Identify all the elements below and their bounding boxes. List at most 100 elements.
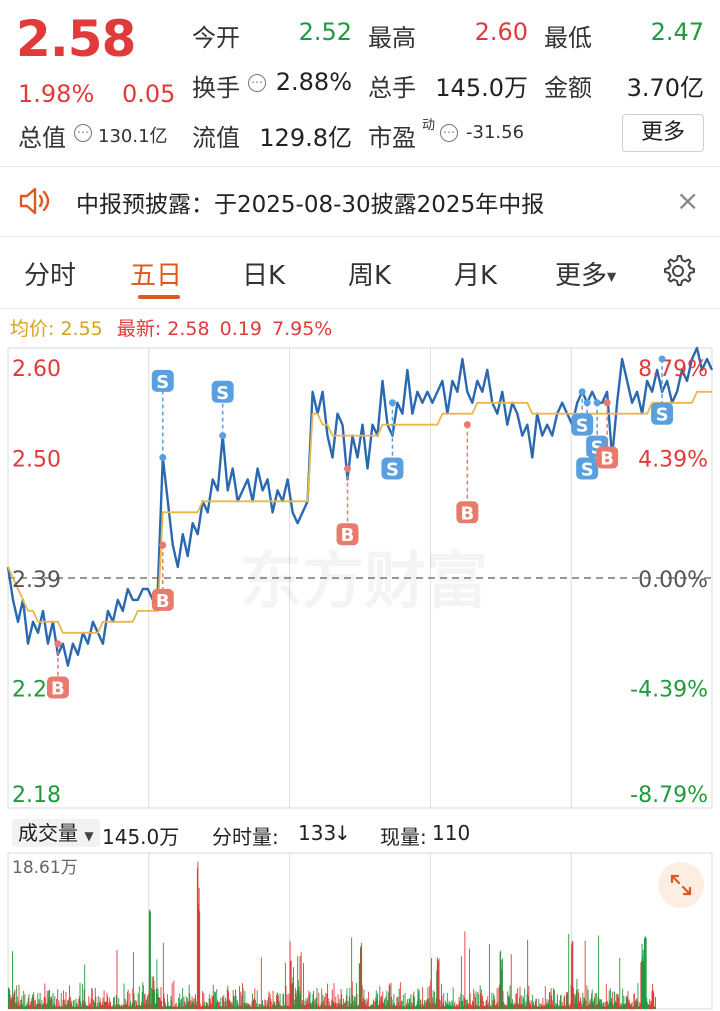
market-cap-info-icon[interactable]: ⋯ <box>74 124 92 142</box>
volume-bar <box>624 1004 625 1009</box>
volume-bar <box>455 1006 456 1009</box>
volume-bar <box>375 990 377 1009</box>
tab-monthly-k[interactable]: 月K <box>454 261 498 291</box>
volume-bar <box>209 994 211 1009</box>
volume-bar <box>638 1005 639 1009</box>
volume-bar <box>653 992 655 1009</box>
volume-bar <box>605 1002 607 1009</box>
volume-bar <box>157 993 158 1009</box>
gear-icon[interactable] <box>660 253 696 289</box>
volume-bar <box>247 1002 249 1009</box>
volume-bar <box>343 1004 345 1009</box>
volume-bar <box>221 1006 223 1009</box>
volume-bar <box>528 1000 530 1009</box>
volume-bar <box>358 963 360 1009</box>
volume-bar <box>108 1005 110 1009</box>
volume-bar <box>478 1006 480 1009</box>
volume-bar <box>384 999 385 1009</box>
volume-bar <box>382 991 384 1009</box>
volume-bar <box>111 1006 113 1009</box>
volume-bar <box>71 1000 73 1009</box>
volume-bar <box>517 988 519 1009</box>
current-volume-value: 110 <box>432 821 471 845</box>
tab-weekly-k[interactable]: 周K <box>348 261 392 291</box>
turnover-info-icon[interactable]: ⋯ <box>248 74 266 92</box>
trade-marker-dot <box>344 464 352 472</box>
volume-bar <box>464 931 466 1009</box>
volume-bar <box>66 1005 67 1009</box>
tab-daily-k[interactable]: 日K <box>242 261 286 291</box>
volume-bar <box>585 1000 587 1009</box>
volume-bar <box>292 977 294 1009</box>
trade-marker-dot <box>388 399 396 407</box>
volume-bar <box>338 1003 340 1009</box>
volume-bar <box>502 990 504 1009</box>
volume-bar <box>465 1005 467 1009</box>
volume-chart[interactable]: 18.61万 <box>0 851 720 1011</box>
volume-bar <box>201 1006 202 1009</box>
more-fields-button[interactable]: 更多 <box>622 114 704 152</box>
volume-bar <box>509 997 510 1009</box>
volume-bar <box>372 1004 374 1009</box>
volume-bar <box>36 1004 38 1009</box>
volume-bar <box>390 982 392 1009</box>
pe-info-icon[interactable]: ⋯ <box>440 124 458 142</box>
volume-bar <box>588 1004 590 1009</box>
volume-bar <box>402 994 404 1009</box>
volume-bar <box>100 1005 102 1009</box>
notice-text[interactable]: 中报预披露：于2025-08-30披露2025年中报 <box>76 192 545 218</box>
volume-bar <box>573 993 575 1009</box>
volume-bar <box>176 1006 178 1009</box>
volume-bar <box>499 984 500 1009</box>
volume-bar <box>31 997 33 1009</box>
volume-bar <box>80 1001 82 1009</box>
avg-price-label: 均价: <box>10 318 55 340</box>
volume-bar <box>385 1004 387 1009</box>
volume-bar <box>470 1003 472 1009</box>
latest-pct: 7.95% <box>271 318 333 340</box>
volume-bar <box>213 991 215 1009</box>
volume-bar <box>28 994 30 1009</box>
volume-bar <box>565 992 567 1009</box>
volume-bar <box>466 999 468 1009</box>
sell-marker-badge <box>576 457 599 480</box>
volume-bar <box>460 956 462 1009</box>
volume-bar <box>412 994 414 1009</box>
expand-chart-button[interactable] <box>658 862 704 908</box>
volume-bar <box>49 1000 51 1009</box>
volume-bar <box>203 1001 205 1009</box>
volume-bar <box>216 999 218 1009</box>
volume-bar <box>507 991 509 1009</box>
volume-bar <box>70 1003 72 1009</box>
volume-bar <box>360 947 361 1009</box>
volume-bar <box>372 999 374 1009</box>
volume-bar <box>149 911 151 1009</box>
trade-marker-dot <box>658 355 666 363</box>
volume-bar <box>281 1006 283 1009</box>
tab-five-day[interactable]: 五日 <box>130 261 183 291</box>
notice-bar[interactable]: 中报预披露：于2025-08-30披露2025年中报 × <box>0 167 720 235</box>
volume-bar <box>247 1003 249 1009</box>
tab-intraday[interactable]: 分时 <box>24 261 77 291</box>
volume-bar <box>60 1006 62 1009</box>
volume-indicator-select[interactable]: 成交量 ▼ <box>12 819 100 847</box>
volume-bar <box>461 1000 463 1009</box>
volume-bar <box>91 987 93 1009</box>
minute-volume-value: 133 <box>298 821 337 845</box>
volume-bar <box>429 1004 431 1009</box>
close-icon[interactable]: × <box>676 184 700 217</box>
volume-bar <box>421 1006 422 1009</box>
volume-bar <box>405 1004 407 1009</box>
volume-bar <box>417 988 419 1009</box>
volume-bar <box>44 997 46 1009</box>
tab-more[interactable]: 更多▼ <box>555 255 616 292</box>
volume-bar <box>583 997 585 1009</box>
volume-bar <box>175 1002 177 1009</box>
volume-bar <box>537 1006 539 1009</box>
volume-bar <box>288 993 290 1009</box>
volume-bar <box>49 989 50 1009</box>
volume-bar <box>320 1002 322 1009</box>
volume-bar <box>409 1006 411 1009</box>
volume-bar <box>345 1000 347 1009</box>
